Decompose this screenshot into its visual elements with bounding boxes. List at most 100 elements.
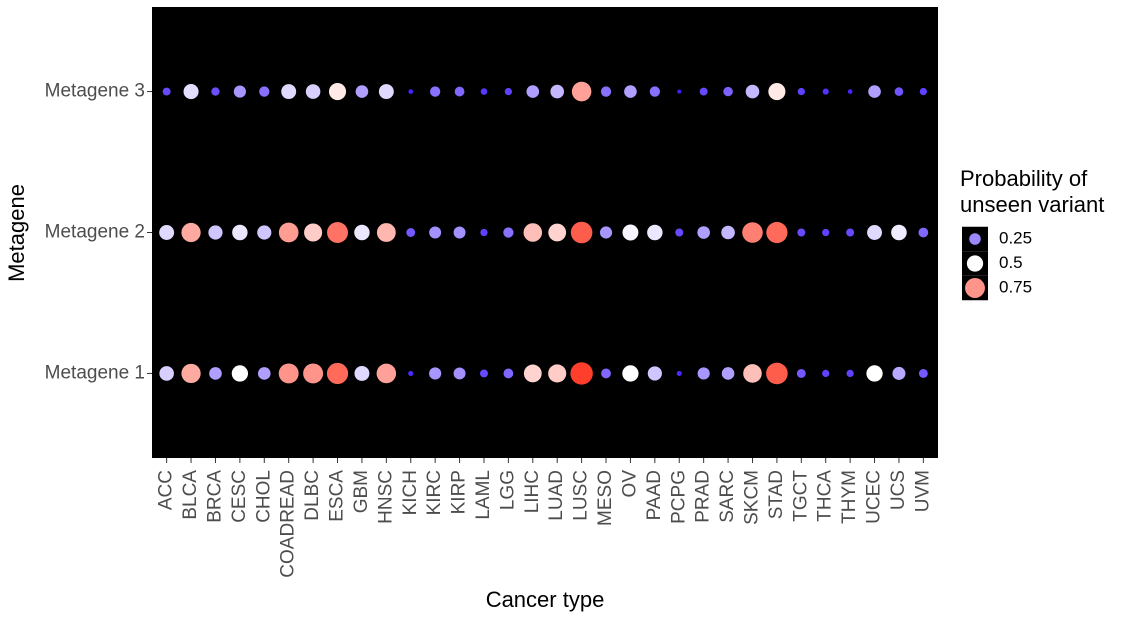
x-tick-label: STAD bbox=[766, 470, 787, 519]
dot bbox=[181, 363, 201, 384]
dot bbox=[328, 83, 347, 101]
dot bbox=[649, 86, 660, 97]
dot bbox=[647, 224, 663, 241]
dot bbox=[822, 369, 830, 378]
dot bbox=[745, 84, 760, 99]
dot bbox=[699, 87, 708, 96]
dot bbox=[354, 365, 370, 381]
dot bbox=[866, 365, 883, 382]
dot bbox=[183, 84, 199, 100]
dot bbox=[480, 228, 488, 237]
legend-label: 0.75 bbox=[999, 277, 1032, 296]
dot bbox=[479, 369, 488, 378]
dot bbox=[281, 84, 297, 100]
x-tick-label: KIRP bbox=[449, 470, 470, 514]
dot bbox=[548, 364, 567, 383]
dot bbox=[453, 367, 466, 380]
dot bbox=[355, 85, 369, 98]
x-tick-label: KIRC bbox=[424, 470, 445, 515]
dot bbox=[278, 363, 299, 384]
dot bbox=[697, 367, 710, 380]
x-tick-label: LIHC bbox=[522, 470, 543, 513]
dot bbox=[305, 84, 321, 99]
dot bbox=[454, 86, 465, 97]
x-tick-label: BLCA bbox=[180, 470, 201, 520]
dot bbox=[278, 222, 299, 243]
x-tick-label: UCEC bbox=[864, 470, 885, 524]
x-tick-label: HNSC bbox=[375, 470, 396, 524]
x-tick-label: CESC bbox=[229, 470, 250, 523]
x-tick-label: LAML bbox=[473, 470, 494, 520]
x-tick-label: ESCA bbox=[327, 470, 348, 522]
dot bbox=[822, 228, 830, 237]
x-tick-label: LGG bbox=[497, 470, 518, 510]
dot bbox=[159, 225, 175, 240]
dot bbox=[326, 362, 349, 385]
dot bbox=[526, 85, 540, 98]
dot bbox=[768, 83, 786, 101]
x-tick-label: PRAD bbox=[693, 470, 714, 523]
legend-dot bbox=[966, 255, 984, 272]
dot bbox=[257, 225, 272, 240]
dot bbox=[503, 227, 514, 238]
dot bbox=[430, 86, 441, 97]
x-tick-label: PCPG bbox=[668, 470, 689, 524]
legend-label: 0.5 bbox=[999, 253, 1023, 272]
x-tick-label: MESO bbox=[595, 470, 616, 526]
legend-title: unseen variant bbox=[960, 192, 1104, 217]
x-tick-label: LUSC bbox=[571, 470, 592, 521]
x-tick-label: UCS bbox=[888, 470, 909, 510]
dot bbox=[677, 89, 682, 94]
dot bbox=[894, 87, 904, 96]
dot bbox=[327, 222, 348, 243]
dot bbox=[303, 363, 324, 384]
dot bbox=[480, 88, 488, 95]
dot bbox=[233, 85, 246, 98]
dot bbox=[846, 228, 855, 237]
dot bbox=[571, 81, 592, 102]
x-axis-title: Cancer type bbox=[486, 587, 605, 612]
dot bbox=[231, 365, 249, 382]
dot bbox=[847, 89, 853, 94]
x-tick-label: PAAD bbox=[644, 470, 665, 520]
x-tick-label: UVM bbox=[912, 470, 933, 512]
dot bbox=[918, 368, 928, 378]
dot bbox=[523, 223, 543, 242]
dot bbox=[742, 222, 763, 243]
dot bbox=[601, 368, 611, 379]
x-tick-label: DLBC bbox=[302, 470, 323, 521]
dot bbox=[548, 223, 567, 242]
dot bbox=[766, 221, 788, 244]
legend-label: 0.25 bbox=[999, 228, 1032, 247]
legend-dot bbox=[969, 233, 981, 245]
dot bbox=[600, 86, 612, 97]
dot bbox=[429, 367, 442, 380]
dot bbox=[891, 224, 907, 241]
dot bbox=[892, 366, 906, 380]
dot bbox=[919, 87, 927, 96]
dot bbox=[797, 87, 805, 96]
dot bbox=[918, 227, 929, 238]
y-tick-label: Metagene 1 bbox=[45, 362, 145, 383]
x-tick-label: COADREAD bbox=[278, 470, 299, 578]
x-tick-label: KICH bbox=[400, 470, 421, 515]
dot bbox=[376, 223, 396, 242]
x-tick-label: SKCM bbox=[742, 470, 763, 525]
x-tick-label: CHOL bbox=[253, 470, 274, 523]
x-tick-label: OV bbox=[619, 470, 640, 498]
dot bbox=[599, 226, 613, 239]
dot bbox=[504, 87, 513, 96]
dot bbox=[570, 221, 593, 244]
dot bbox=[378, 84, 394, 100]
dot bbox=[232, 224, 248, 241]
dot bbox=[867, 225, 882, 240]
dot bbox=[797, 228, 806, 237]
dot bbox=[622, 365, 639, 382]
dot bbox=[406, 228, 416, 237]
y-tick-label: Metagene 3 bbox=[45, 81, 145, 102]
dot bbox=[211, 87, 220, 96]
dot bbox=[868, 85, 881, 98]
legend-title: Probability of bbox=[960, 166, 1088, 191]
dot bbox=[523, 364, 542, 383]
